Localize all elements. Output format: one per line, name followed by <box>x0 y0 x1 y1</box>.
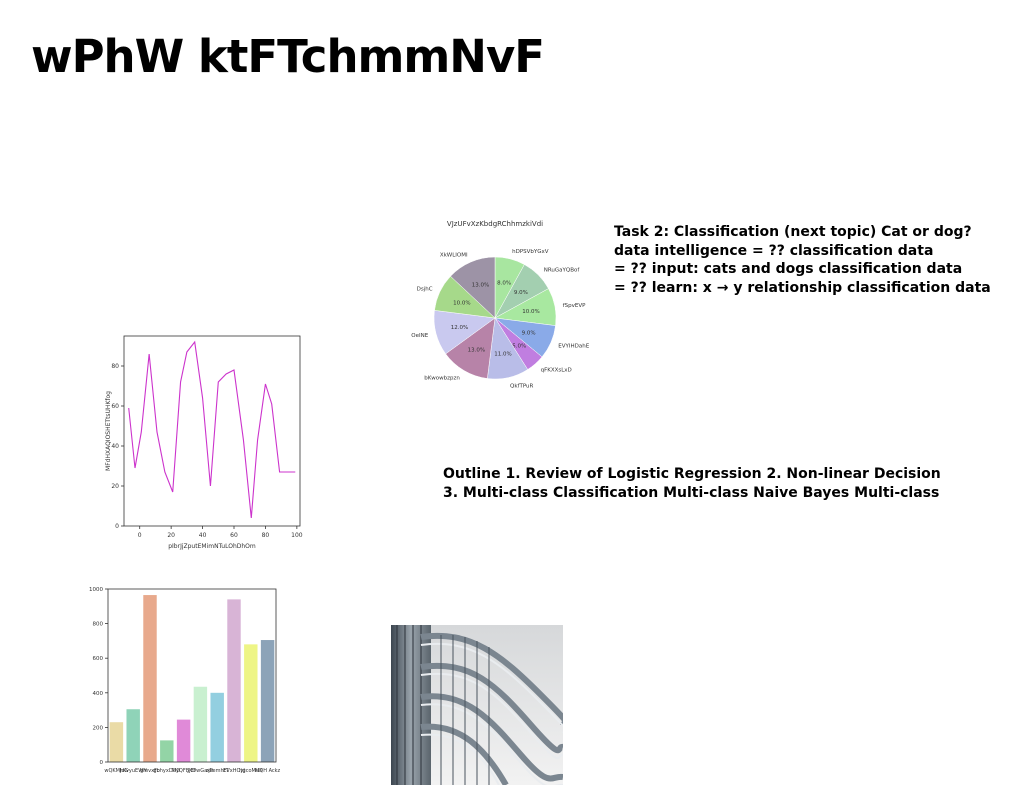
slice-percent-label: 13.0% <box>468 348 485 354</box>
bar <box>109 722 124 762</box>
x-tick-label: ltgcoMuX <box>239 768 263 774</box>
y-tick-label: 800 <box>93 622 104 628</box>
y-tick-label: 200 <box>93 725 104 731</box>
slice-percent-label: 8.0% <box>497 281 511 287</box>
bar <box>160 740 174 762</box>
bar <box>260 640 275 762</box>
series-line <box>128 340 296 519</box>
slice-percent-label: 10.0% <box>453 300 470 306</box>
x-tick-label: 80 <box>262 532 270 539</box>
slice-percent-label: 12.0% <box>451 325 468 331</box>
y-tick-label: 1000 <box>89 587 103 593</box>
slice-percent-label: 5.0% <box>512 343 526 349</box>
pie-slice <box>450 256 496 319</box>
slice-percent-label: 10.0% <box>522 309 539 315</box>
line-chart: 0 20 40 60 80 100 0 20 40 60 80 pIbrJjZputEMimNTuLO… <box>105 335 303 550</box>
slice-label: DsjhC <box>417 287 433 293</box>
slice-percent-label: 13.0% <box>472 282 489 288</box>
slice-label: OeINE <box>411 333 428 339</box>
outline-line: 3. Multi-class Classification Multi-clas… <box>443 484 940 501</box>
slice-label: XkWLIOMI <box>440 253 468 259</box>
x-tick-label: 60 <box>230 532 238 539</box>
slice-percent-label: 9.0% <box>522 331 536 337</box>
x-tick-label: 20 <box>167 532 175 539</box>
bar <box>227 599 241 762</box>
slice-label: EVYIHDahE <box>558 343 589 349</box>
x-tick-label: wQKMJoG <box>104 768 128 774</box>
slice-label: hDPSVbYGxV <box>512 249 549 255</box>
bar <box>193 686 208 762</box>
x-tick-label: JKDwGaxb <box>187 768 214 774</box>
slice-percent-label: 11.0% <box>494 352 511 358</box>
x-tick-label: EVxHOyJ <box>223 768 245 774</box>
plot-frame <box>107 588 277 763</box>
bar <box>143 595 157 762</box>
bar-chart: wQKMJoGhKvyuEWNgmvxFogbhyxDUDMyQFBJEfJKD… <box>89 587 281 774</box>
y-tick-label: 600 <box>93 656 104 662</box>
x-tick-label: MyQFBJEf <box>172 768 196 774</box>
x-tick-label: hKvyuEWN <box>120 768 148 774</box>
task-text-block: Task 2: Classification (next topic) Cat … <box>614 223 991 297</box>
x-tick-label: 0 <box>138 532 142 539</box>
bar <box>244 644 258 762</box>
y-tick-label: 60 <box>111 403 119 410</box>
y-tick-label: 20 <box>111 483 119 490</box>
x-tick-label: gmvxFo <box>140 768 160 774</box>
slice-label: fSpvEVP <box>563 303 586 309</box>
x-tick-label: gbhyxDUD <box>153 768 180 774</box>
outline-text-block: Outline 1. Review of Logistic Regression… <box>443 465 941 502</box>
slide-title: wPhW ktFTchmmNvF <box>31 30 545 83</box>
y-tick-label: 400 <box>93 691 104 697</box>
building-photo <box>391 625 563 785</box>
task-line: = ?? input: cats and dogs classification… <box>614 261 963 277</box>
pie-chart: VJzUFvXzKbdgRChhmzkiVdi 8.0% hDPSVbYGxV 9.0… <box>411 220 589 389</box>
slice-label: QkfTPuR <box>510 383 534 389</box>
task-line: data intelligence = ?? classification da… <box>614 242 934 259</box>
task-line: = ?? learn: x → y relationship classific… <box>614 279 991 296</box>
x-tick-label: 100 <box>291 532 303 539</box>
chart-title: VJzUFvXzKbdgRChhmzkiVdi <box>447 220 543 228</box>
x-tick-label: 40 <box>199 532 207 539</box>
y-tick-label: 40 <box>111 443 119 450</box>
slice-label: qFKXXsLxD <box>541 368 572 374</box>
x-tick-label: MQH Ackz <box>255 768 281 774</box>
y-axis-label: MFdHXAQIOSHETtsUHKfog <box>105 391 112 471</box>
x-axis-label: pIbrJjZputEMimNTuLOhDhOm <box>168 543 256 550</box>
bar <box>176 719 191 762</box>
y-tick-label: 80 <box>111 363 119 370</box>
bar <box>210 692 224 762</box>
task-line: Task 2: Classification (next topic) Cat … <box>614 224 972 240</box>
slice-label: NRuGaYQBof <box>544 267 581 273</box>
slice-percent-label: 9.0% <box>514 290 528 296</box>
plot-frame <box>123 335 301 527</box>
bar <box>126 709 140 762</box>
outline-line: Outline 1. Review of Logistic Regression… <box>443 466 941 482</box>
x-tick-label: zjPemhtT <box>206 768 230 774</box>
y-tick-label: 0 <box>115 523 119 530</box>
slice-label: bKwowbzpzn <box>424 375 460 381</box>
y-tick-label: 0 <box>100 760 104 766</box>
